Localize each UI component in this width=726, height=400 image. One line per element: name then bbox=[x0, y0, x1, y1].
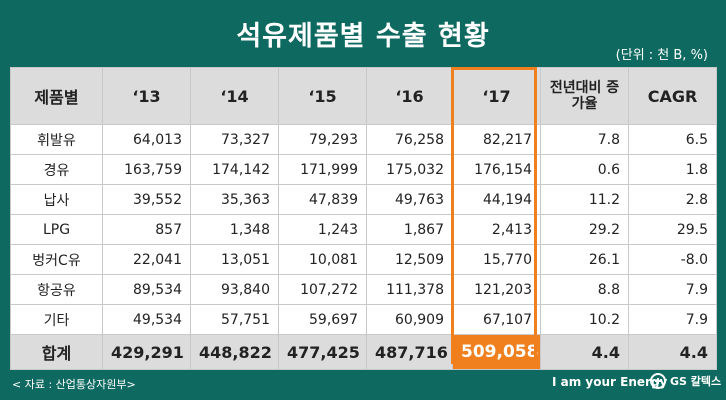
value-cell: 107,272 bbox=[278, 274, 367, 305]
table-row: 휘발유 64,013 73,327 79,293 76,258 82,217 7.8 6.5 bbox=[10, 124, 717, 155]
table-row: 항공유 89,534 93,840 107,272 111,378 121,203 8.8 7… bbox=[10, 274, 717, 305]
value-cell: 49,763 bbox=[366, 184, 453, 215]
header-growth: 전년대비 증가율 bbox=[540, 67, 629, 125]
value-cell: 44,194 bbox=[452, 184, 541, 215]
header-year-13: ‘13 bbox=[102, 67, 191, 125]
value-cell: 4.4 bbox=[628, 334, 717, 370]
table-row: LPG 857 1,348 1,243 1,867 2,413 29.2 29.5 bbox=[10, 214, 717, 245]
value-cell: 0.6 bbox=[540, 154, 629, 185]
table-row: 벙커C유 22,041 13,051 10,081 12,509 15,770 26.1 -8… bbox=[10, 244, 717, 275]
product-name-cell: 항공유 bbox=[10, 274, 103, 305]
value-cell: 8.8 bbox=[540, 274, 629, 305]
value-cell: 2,413 bbox=[452, 214, 541, 245]
value-cell: 82,217 bbox=[452, 124, 541, 155]
header-year-15: ‘15 bbox=[278, 67, 367, 125]
value-cell: 67,107 bbox=[452, 304, 541, 335]
value-cell: 60,909 bbox=[366, 304, 453, 335]
total-row: 합계 429,291 448,822 477,425 487,716 509,058 4.4… bbox=[10, 334, 717, 370]
value-cell: 1.8 bbox=[628, 154, 717, 185]
unit-label: (단위 : 천 B, %) bbox=[615, 48, 708, 63]
value-cell: 487,716 bbox=[366, 334, 453, 370]
product-name-cell: 기타 bbox=[10, 304, 103, 335]
product-name-cell: 경유 bbox=[10, 154, 103, 185]
value-cell: 6.5 bbox=[628, 124, 717, 155]
brand: GS 칼텍스 bbox=[650, 373, 721, 389]
value-cell: 1,348 bbox=[190, 214, 279, 245]
value-cell: 7.9 bbox=[628, 304, 717, 335]
value-cell: 12,509 bbox=[366, 244, 453, 275]
gs-caltex-logo-icon bbox=[650, 373, 666, 389]
value-cell: 26.1 bbox=[540, 244, 629, 275]
value-cell: 73,327 bbox=[190, 124, 279, 155]
value-cell: 176,154 bbox=[452, 154, 541, 185]
export-table: 제품별 ‘13 ‘14 ‘15 ‘16 ‘17 전년대비 증가율 CAGR 휘발… bbox=[10, 67, 717, 370]
header-year-14: ‘14 bbox=[190, 67, 279, 125]
header-year-16: ‘16 bbox=[366, 67, 453, 125]
value-cell: 29.2 bbox=[540, 214, 629, 245]
value-cell: 47,839 bbox=[278, 184, 367, 215]
export-table-container: 제품별 ‘13 ‘14 ‘15 ‘16 ‘17 전년대비 증가율 CAGR 휘발… bbox=[10, 67, 717, 370]
value-cell: 13,051 bbox=[190, 244, 279, 275]
value-cell: -8.0 bbox=[628, 244, 717, 275]
value-cell: 64,013 bbox=[102, 124, 191, 155]
header-product: 제품별 bbox=[10, 67, 103, 125]
brand-name: GS 칼텍스 bbox=[670, 375, 722, 388]
value-cell: 1,243 bbox=[278, 214, 367, 245]
product-name-cell: 합계 bbox=[10, 334, 103, 370]
value-cell: 448,822 bbox=[190, 334, 279, 370]
value-cell: 7.9 bbox=[628, 274, 717, 305]
value-cell: 89,534 bbox=[102, 274, 191, 305]
value-cell: 11.2 bbox=[540, 184, 629, 215]
header-cagr: CAGR bbox=[628, 67, 717, 125]
value-cell: 22,041 bbox=[102, 244, 191, 275]
value-cell: 49,534 bbox=[102, 304, 191, 335]
value-cell: 477,425 bbox=[278, 334, 367, 370]
value-cell: 171,999 bbox=[278, 154, 367, 185]
value-cell: 35,363 bbox=[190, 184, 279, 215]
value-cell: 29.5 bbox=[628, 214, 717, 245]
product-name-cell: 휘발유 bbox=[10, 124, 103, 155]
value-cell: 2.8 bbox=[628, 184, 717, 215]
value-cell: 509,058 bbox=[452, 334, 541, 370]
value-cell: 7.8 bbox=[540, 124, 629, 155]
product-name-cell: 납사 bbox=[10, 184, 103, 215]
slogan: I am your Energy bbox=[552, 375, 668, 389]
value-cell: 39,552 bbox=[102, 184, 191, 215]
value-cell: 15,770 bbox=[452, 244, 541, 275]
value-cell: 10.2 bbox=[540, 304, 629, 335]
value-cell: 175,032 bbox=[366, 154, 453, 185]
value-cell: 1,867 bbox=[366, 214, 453, 245]
value-cell: 857 bbox=[102, 214, 191, 245]
value-cell: 93,840 bbox=[190, 274, 279, 305]
value-cell: 174,142 bbox=[190, 154, 279, 185]
header-row: 제품별 ‘13 ‘14 ‘15 ‘16 ‘17 전년대비 증가율 CAGR bbox=[10, 67, 717, 125]
value-cell: 57,751 bbox=[190, 304, 279, 335]
value-cell: 163,759 bbox=[102, 154, 191, 185]
value-cell: 10,081 bbox=[278, 244, 367, 275]
page-title: 석유제품별 수출 현황 bbox=[236, 21, 490, 52]
value-cell: 4.4 bbox=[540, 334, 629, 370]
table-row: 경유 163,759 174,142 171,999 175,032 176,154 0.6… bbox=[10, 154, 717, 185]
value-cell: 111,378 bbox=[366, 274, 453, 305]
value-cell: 121,203 bbox=[452, 274, 541, 305]
value-cell: 76,258 bbox=[366, 124, 453, 155]
table-row: 기타 49,534 57,751 59,697 60,909 67,107 10.2 7.9 bbox=[10, 304, 717, 335]
value-cell: 79,293 bbox=[278, 124, 367, 155]
product-name-cell: LPG bbox=[10, 214, 103, 245]
value-cell: 429,291 bbox=[102, 334, 191, 370]
source-note: < 자료 : 산업통상자원부> bbox=[12, 378, 136, 391]
table-row: 납사 39,552 35,363 47,839 49,763 44,194 11.2 2.8 bbox=[10, 184, 717, 215]
value-cell: 59,697 bbox=[278, 304, 367, 335]
header-year-17: ‘17 bbox=[452, 67, 541, 125]
product-name-cell: 벙커C유 bbox=[10, 244, 103, 275]
